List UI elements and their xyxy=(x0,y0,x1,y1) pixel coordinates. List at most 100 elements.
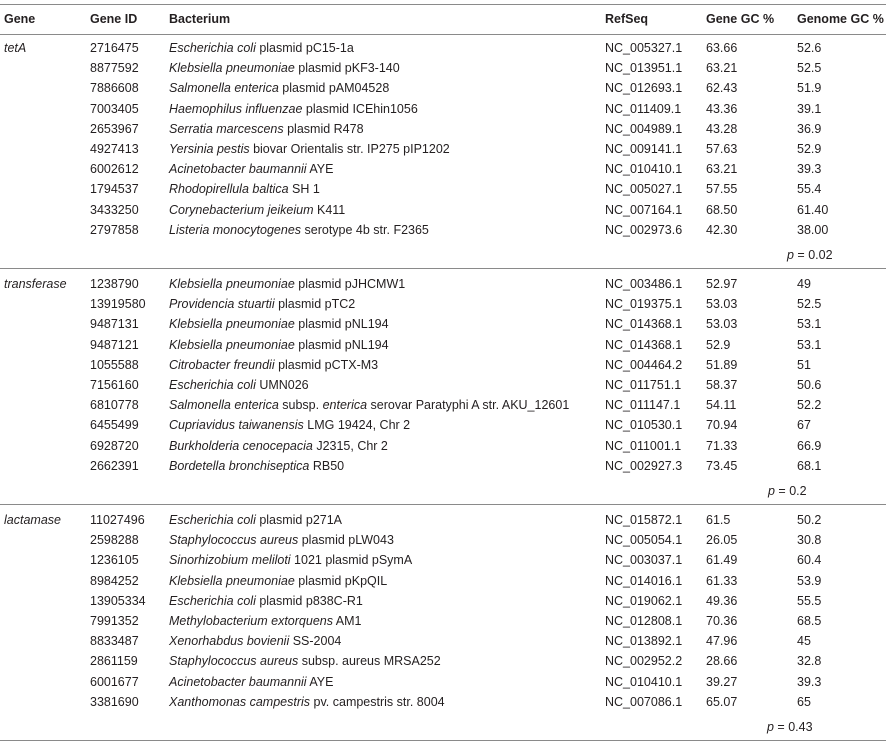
gene-gc-cell: 65.07 xyxy=(706,694,738,709)
gene-gc-cell: 47.96 xyxy=(706,634,738,649)
table-row: 9487131 Klebsiella pneumoniae plasmid pNL… xyxy=(0,314,889,334)
strain-detail: 1021 plasmid pSymA xyxy=(290,553,413,568)
gene-id-cell: 7886608 xyxy=(90,81,139,96)
bacterium-cell: Rhodopirellula baltica SH 1 xyxy=(169,179,320,199)
refseq-cell: NC_002927.3 xyxy=(605,458,683,473)
bacterium-cell: Staphylococcus aureus plasmid pLW043 xyxy=(169,530,394,550)
genome-gc-cell: 30.8 xyxy=(797,533,822,548)
genome-gc-cell: 60.4 xyxy=(797,553,822,568)
gene-id-cell: 2598288 xyxy=(90,533,139,548)
species-name: Methylobacterium extorquens xyxy=(169,614,333,628)
bacterium-cell: Methylobacterium extorquens AM1 xyxy=(169,611,361,631)
strain-detail: plasmid pNL194 xyxy=(294,337,389,352)
strain-detail: subsp. xyxy=(278,398,323,413)
gene-gc-cell: 54.11 xyxy=(706,398,737,413)
gene-gc-cell: 61.5 xyxy=(706,513,731,527)
table-row: 1055588 Citrobacter freundii plasmid pCTX… xyxy=(0,355,889,375)
refseq-cell: NC_005327.1 xyxy=(605,41,683,55)
table-row: 3433250 Corynebacterium jeikeium K411 NC_0… xyxy=(0,200,889,220)
gene-gc-cell: 57.63 xyxy=(706,142,738,156)
gene-gc-cell: 71.33 xyxy=(706,438,738,453)
bacterium-cell: Escherichia coli plasmid p271A xyxy=(169,510,342,530)
strain-detail: RB50 xyxy=(309,458,345,473)
gene-gc-cell: 28.66 xyxy=(706,654,738,669)
bacterium-cell: Providencia stuartii plasmid pTC2 xyxy=(169,294,355,314)
header-gene: Gene xyxy=(4,12,36,26)
gene-id-cell: 2662391 xyxy=(90,458,139,473)
bacterium-cell: Acinetobacter baumannii AYE xyxy=(169,672,333,692)
species-name: Bordetella bronchiseptica xyxy=(169,458,310,473)
gene-id-cell: 1238790 xyxy=(90,277,139,291)
p-number: = 0.2 xyxy=(774,484,807,498)
genome-gc-cell: 39.3 xyxy=(797,674,822,689)
refseq-cell: NC_013892.1 xyxy=(605,634,683,649)
gene-gc-cell: 42.30 xyxy=(706,222,738,237)
p-value: p = 0.2 xyxy=(768,481,807,501)
genome-gc-cell: 36.9 xyxy=(797,121,822,136)
table-top-rule xyxy=(0,4,886,5)
bacterium-cell: Escherichia coli UMN026 xyxy=(169,375,309,395)
table-row: 2598288 Staphylococcus aureus plasmid pLW… xyxy=(0,530,889,550)
group-separator-rule xyxy=(0,740,886,741)
gene-gc-cell: 39.27 xyxy=(706,674,738,689)
bacterium-cell: Salmonella enterica subsp. enterica sero… xyxy=(169,395,569,415)
genome-gc-cell: 52.5 xyxy=(797,297,822,312)
bacterium-cell: Xanthomonas campestris pv. campestris st… xyxy=(169,692,445,712)
table-row: transferase 1238790 Klebsiella pneumoniae … xyxy=(0,274,889,294)
refseq-cell: NC_011409.1 xyxy=(605,101,682,116)
bacterium-cell: Yersinia pestis biovar Orientalis str. I… xyxy=(169,139,450,159)
table-row: 13905334 Escherichia coli plasmid p838C-R… xyxy=(0,591,889,611)
header-gene-gc: Gene GC % xyxy=(706,12,775,26)
gene-gc-cell: 63.21 xyxy=(706,61,738,76)
bacterium-cell: Citrobacter freundii plasmid pCTX-M3 xyxy=(169,355,378,375)
refseq-cell: NC_003486.1 xyxy=(605,277,683,291)
strain-detail: pv. campestris str. 8004 xyxy=(310,694,445,709)
strain-detail: UMN026 xyxy=(255,378,309,392)
bacterium-cell: Escherichia coli plasmid pC15-1a xyxy=(169,38,354,58)
p-number: = 0.02 xyxy=(793,248,833,262)
table-row: 1236105 Sinorhizobium meliloti 1021 plasm… xyxy=(0,550,889,570)
table-row: 7886608 Salmonella enterica plasmid pAM04… xyxy=(0,78,889,98)
refseq-cell: NC_019062.1 xyxy=(605,593,683,608)
strain-detail: plasmid pAM04528 xyxy=(278,81,390,96)
gene-id-cell: 2797858 xyxy=(90,222,139,237)
bacterium-cell: Sinorhizobium meliloti 1021 plasmid pSym… xyxy=(169,550,412,570)
species-name: Xenorhabdus bovienii xyxy=(169,634,290,649)
bacterium-cell: Klebsiella pneumoniae plasmid pJHCMW1 xyxy=(169,274,405,294)
strain-detail: SS-2004 xyxy=(289,634,342,649)
strain-detail: plasmid pKF3-140 xyxy=(294,61,400,76)
table-row: 6002612 Acinetobacter baumannii AYE NC_010… xyxy=(0,159,889,179)
genome-gc-cell: 52.2 xyxy=(797,398,822,413)
species-name: Klebsiella pneumoniae xyxy=(169,573,295,588)
p-number: = 0.43 xyxy=(773,720,813,734)
species-name: Yersinia pestis xyxy=(169,142,250,156)
table-row: 6928720 Burkholderia cenocepacia J2315, C… xyxy=(0,436,889,456)
genome-gc-cell: 61.40 xyxy=(797,202,829,217)
strain-detail: plasmid pJHCMW1 xyxy=(294,277,406,291)
gene-id-cell: 7156160 xyxy=(90,378,139,392)
refseq-cell: NC_012693.1 xyxy=(605,81,683,96)
strain-detail: serotype 4b str. F2365 xyxy=(301,222,429,237)
gene-name: transferase xyxy=(4,277,67,291)
species-name: Escherichia coli xyxy=(169,593,256,608)
species-name: Serratia marcescens xyxy=(169,121,284,136)
bacterium-cell: Corynebacterium jeikeium K411 xyxy=(169,200,345,220)
table-row: 9487121 Klebsiella pneumoniae plasmid pNL… xyxy=(0,335,889,355)
bacterium-cell: Xenorhabdus bovienii SS-2004 xyxy=(169,631,341,651)
gene-id-cell: 9487131 xyxy=(90,317,139,332)
refseq-cell: NC_005027.1 xyxy=(605,182,683,197)
gene-id-cell: 2716475 xyxy=(90,41,139,55)
refseq-cell: NC_007164.1 xyxy=(605,202,683,217)
strain-detail: plasmid R478 xyxy=(283,121,364,136)
strain-detail: AM1 xyxy=(332,614,362,628)
genome-gc-cell: 39.3 xyxy=(797,162,822,177)
species-name: Klebsiella pneumoniae xyxy=(169,61,295,76)
strain-detail: K411 xyxy=(313,202,346,217)
gene-id-cell: 3433250 xyxy=(90,202,139,217)
genome-gc-cell: 49 xyxy=(797,277,811,291)
strain-detail: SH 1 xyxy=(288,182,320,197)
gene-id-cell: 6002612 xyxy=(90,162,139,177)
strain-detail: plasmid pNL194 xyxy=(294,317,389,332)
strain-detail: plasmid pKpQIL xyxy=(294,573,388,588)
